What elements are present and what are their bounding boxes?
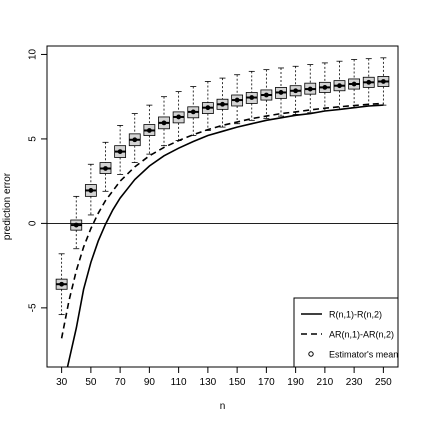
boxplot-180 <box>275 67 287 117</box>
mean-point <box>132 137 138 143</box>
x-tick-label: 150 <box>229 377 246 388</box>
mean-point <box>103 166 108 171</box>
y-axis-label: prediction error <box>2 172 13 240</box>
boxplot-50 <box>84 163 97 216</box>
mean-point <box>337 83 342 89</box>
boxplot-240 <box>362 58 375 107</box>
boxplot-120 <box>187 86 200 136</box>
boxplot-60 <box>99 141 112 192</box>
boxplot-110 <box>172 91 185 142</box>
legend-label: R(n,1)-R(n,2) <box>329 310 382 320</box>
x-tick-label: 250 <box>375 377 392 388</box>
boxplot-230 <box>348 59 361 109</box>
mean-point <box>307 86 313 92</box>
legend-point-swatch <box>308 351 314 357</box>
mean-point <box>59 281 65 287</box>
boxplot-140 <box>216 77 229 128</box>
boxplot-130 <box>201 81 214 131</box>
mean-point <box>249 95 255 100</box>
boxplot-90 <box>143 104 156 155</box>
mean-point <box>278 90 284 95</box>
x-tick-label: 110 <box>171 377 187 388</box>
boxplot-160 <box>245 70 258 121</box>
mean-point <box>161 120 167 126</box>
mean-point <box>263 92 269 98</box>
legend: R(n,1)-R(n,2) AR(n,1)-AR(n,2) Estimator's … <box>293 297 399 368</box>
x-tick-label: 210 <box>317 377 334 388</box>
y-tick-label: 10 <box>28 48 39 60</box>
mean-point <box>322 84 328 90</box>
mean-point <box>117 149 123 154</box>
series-lines-layer <box>60 102 384 368</box>
boxplot-30 <box>55 253 68 316</box>
legend-label: Estimator's mean <box>329 350 398 360</box>
mean-point <box>366 79 372 85</box>
x-tick-label: 130 <box>200 377 217 388</box>
plot-frame <box>46 45 399 368</box>
boxplot-170 <box>260 69 273 120</box>
boxplot-150 <box>231 74 244 125</box>
series-line-dashed <box>60 102 384 339</box>
boxplot-100 <box>158 96 170 147</box>
mean-point <box>190 109 196 115</box>
boxplot-200 <box>304 64 317 114</box>
x-tick-label: 70 <box>115 377 127 388</box>
mean-point <box>351 81 357 87</box>
mean-point <box>176 114 182 120</box>
x-tick-label: 90 <box>144 377 156 388</box>
boxplot-80 <box>128 113 141 163</box>
axes-layer: 30 50 70 90 110 130 150 170 190 210 230 250 -5 0 5 10 <box>28 48 398 388</box>
y-tick-label: 5 <box>28 136 39 142</box>
boxplot-220 <box>333 60 346 110</box>
boxplot-250 <box>377 57 390 106</box>
mean-point <box>293 88 299 94</box>
x-tick-label: 190 <box>287 377 304 388</box>
boxplots-layer <box>55 57 390 316</box>
mean-point <box>220 101 225 107</box>
legend-label: AR(n,1)-AR(n,2) <box>329 330 394 340</box>
x-tick-label: 230 <box>346 377 363 388</box>
x-tick-label: 170 <box>258 377 275 388</box>
mean-point <box>88 188 94 193</box>
x-axis-label: n <box>220 401 226 412</box>
mean-point <box>234 97 240 103</box>
y-tick-label: -5 <box>28 303 39 312</box>
mean-point <box>146 128 152 133</box>
legend-box <box>293 297 399 368</box>
x-tick-label: 30 <box>56 377 68 388</box>
y-tick-label: 0 <box>28 220 39 226</box>
series-line-solid <box>66 104 384 368</box>
x-tick-label: 50 <box>85 377 97 388</box>
boxplot-70 <box>114 125 127 175</box>
mean-point <box>205 105 211 111</box>
boxplot-210 <box>318 62 331 112</box>
mean-point <box>380 79 386 84</box>
